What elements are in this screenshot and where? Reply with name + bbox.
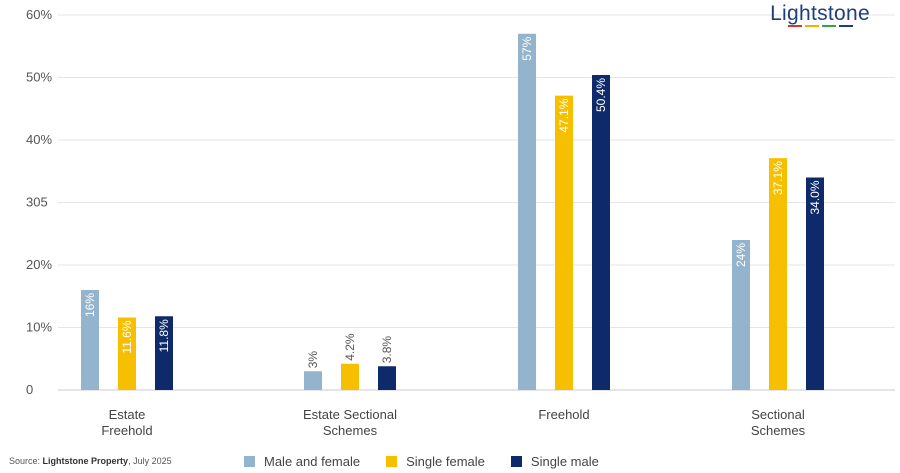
category-label: Estate Sectional (303, 407, 397, 422)
data-label: 3.8% (380, 336, 394, 364)
logo-bar (787, 25, 802, 27)
bar-chart: 0 10% 20% 305 40% 50% 60% 16% 3% 57% 24% 11.6% 4.2%… (26, 7, 895, 438)
legend: Male and female Single female Single male (244, 454, 599, 469)
legend-label: Male and female (264, 454, 361, 469)
bar (555, 95, 573, 390)
legend-item: Single female (386, 454, 485, 469)
y-tick-label: 305 (26, 195, 48, 210)
bar (769, 158, 787, 390)
data-label: 11.6% (120, 320, 134, 353)
category-label: Schemes (751, 423, 806, 438)
data-label: 24% (734, 243, 748, 267)
bar (518, 33, 536, 390)
logo-bar (838, 25, 853, 27)
legend-swatch (386, 456, 398, 467)
source-note: Source: Lightstone Property, July 2025 (9, 456, 172, 466)
legend-item: Single male (510, 454, 599, 469)
category-label: Schemes (323, 423, 378, 438)
category-label: Estate (109, 407, 146, 422)
bar (81, 290, 99, 390)
bar (304, 371, 322, 390)
lightstone-logo: Lightstone (770, 2, 870, 27)
logo-color-bars (770, 25, 870, 27)
bar (155, 316, 173, 390)
category-label: Sectional (751, 407, 805, 422)
data-label: 16% (83, 293, 97, 317)
y-axis-ticks: 0 10% 20% 305 40% 50% 60% (26, 7, 52, 397)
logo-bar (804, 25, 819, 27)
logo-bar (821, 25, 836, 27)
source-name: Lightstone Property (42, 456, 129, 466)
source-prefix: Source: (9, 456, 41, 466)
legend-label: Single male (530, 454, 599, 469)
bar (592, 75, 610, 390)
bar (732, 240, 750, 390)
bar (341, 363, 359, 390)
data-label: 34.0% (808, 180, 822, 214)
y-tick-label: 0 (26, 382, 33, 397)
legend-swatch (244, 456, 255, 467)
y-tick-label: 50% (26, 70, 52, 85)
legend-swatch (510, 456, 522, 467)
bar (378, 366, 396, 390)
y-tick-label: 20% (26, 257, 52, 272)
data-label: 57% (520, 36, 534, 60)
data-label: 37.1% (771, 161, 785, 195)
bar (118, 317, 136, 390)
y-tick-label: 40% (26, 132, 52, 147)
bar (806, 177, 824, 390)
data-label: 3% (306, 351, 320, 369)
data-label: 50.4% (594, 78, 608, 112)
y-tick-label: 10% (26, 320, 52, 335)
category-label: Freehold (538, 407, 589, 422)
logo-text: Lightstone (770, 2, 870, 25)
gridlines (58, 14, 895, 391)
data-label: 4.2% (343, 333, 357, 361)
y-tick-label: 60% (26, 7, 52, 22)
data-label: 11.8% (157, 319, 171, 352)
data-label: 47.1% (557, 98, 571, 132)
legend-label: Single female (406, 454, 485, 469)
source-suffix: , July 2025 (128, 456, 172, 466)
category-label: Freehold (101, 423, 152, 438)
bars: 16% 3% 57% 24% 11.6% 4.2% 47.1% 37.1% 11.8% 3.8% 5… (81, 33, 824, 390)
legend-item: Male and female (244, 454, 360, 469)
